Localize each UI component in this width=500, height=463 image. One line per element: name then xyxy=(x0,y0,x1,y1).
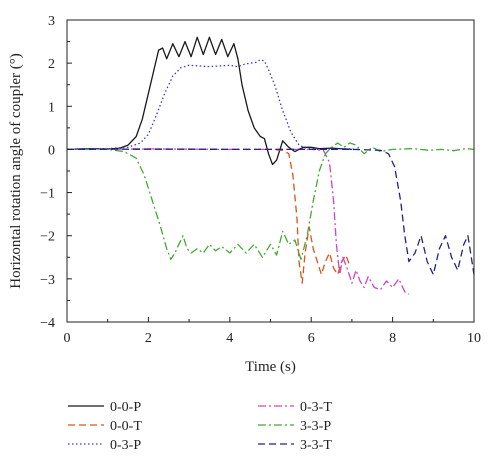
plot-frame xyxy=(66,19,475,323)
legend-label: 3-3-P xyxy=(300,419,331,434)
y-tick-label: 2 xyxy=(48,57,55,72)
series-line-0-3-T xyxy=(66,148,410,295)
x-tick-label: 10 xyxy=(467,331,481,346)
legend-label: 0-3-T xyxy=(300,400,332,415)
series-line-0-0-T xyxy=(66,148,351,284)
legend-label: 0-0-P xyxy=(110,400,141,415)
y-tick-label: 0 xyxy=(48,143,55,158)
x-axis: 0 2 4 6 8 10 xyxy=(64,317,481,346)
y-axis: 3 2 1 0 −1 −2 −3 −4 xyxy=(40,14,72,331)
x-axis-title: Time (s) xyxy=(245,359,296,375)
x-tick-label: 4 xyxy=(226,331,233,346)
x-tick-label: 8 xyxy=(389,331,396,346)
series-line-0-0-P xyxy=(66,36,352,166)
series-line-3-3-T xyxy=(66,148,475,276)
legend-label: 0-0-T xyxy=(110,419,142,434)
x-tick-label: 0 xyxy=(64,331,71,346)
x-tick-label: 6 xyxy=(308,331,315,346)
x-tick-label: 2 xyxy=(145,331,152,346)
legend: 0-0-P 0-0-T 0-3-P 0-3-T 3-3-P 3-3-T xyxy=(68,400,332,453)
y-tick-label: −1 xyxy=(40,187,55,202)
y-tick-label: −4 xyxy=(40,316,55,331)
y-axis-title: Horizontal rotation angle of coupler (°) xyxy=(8,53,24,289)
series-layer xyxy=(66,36,475,295)
series-line-0-3-P xyxy=(66,59,361,151)
series-line-3-3-P xyxy=(67,142,475,261)
y-tick-label: 3 xyxy=(48,14,55,29)
y-tick-label: −3 xyxy=(40,273,55,288)
legend-label: 3-3-T xyxy=(300,438,332,453)
y-tick-label: 1 xyxy=(48,100,55,115)
legend-label: 0-3-P xyxy=(110,438,141,453)
y-tick-label: −2 xyxy=(40,230,55,245)
